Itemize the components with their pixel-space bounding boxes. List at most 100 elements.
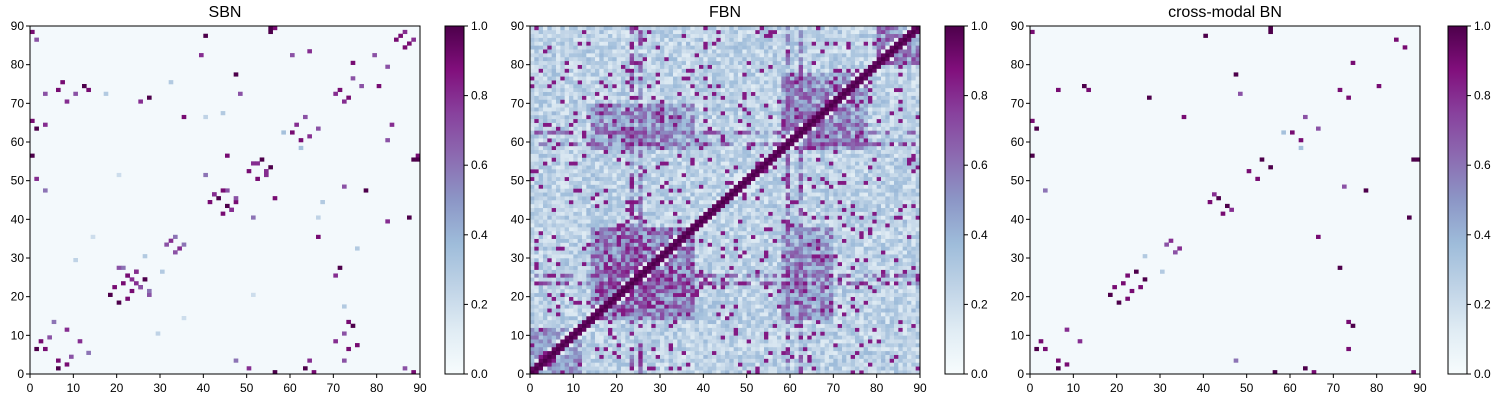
heatmap-cell xyxy=(751,165,756,170)
heatmap-cell xyxy=(543,261,548,267)
heatmap-cell xyxy=(333,339,338,344)
heatmap-cell xyxy=(556,157,561,162)
heatmap-cell xyxy=(746,346,752,352)
heatmap-cell xyxy=(603,273,609,278)
heatmap-cell xyxy=(716,215,721,220)
heatmap-cell xyxy=(755,331,760,336)
heatmap-cell xyxy=(530,346,535,352)
y-tick-label: 30 xyxy=(11,251,25,265)
heatmap-cell xyxy=(755,304,760,309)
heatmap-cell xyxy=(720,64,726,69)
heatmap-cell xyxy=(551,261,557,267)
heatmap-cell xyxy=(712,285,717,290)
heatmap-cell xyxy=(725,196,730,201)
heatmap-cell xyxy=(551,238,557,243)
heatmap-cell xyxy=(621,358,626,363)
heatmap-cell xyxy=(564,350,570,355)
heatmap-cell xyxy=(677,196,682,201)
heatmap-cell xyxy=(690,153,695,158)
heatmap-cell xyxy=(690,114,695,120)
heatmap-cell xyxy=(651,269,656,274)
heatmap-cell xyxy=(660,118,665,123)
heatmap-cell xyxy=(686,172,691,178)
heatmap-cell xyxy=(608,49,613,54)
heatmap-cell xyxy=(603,366,609,371)
heatmap-cell xyxy=(573,41,578,46)
heatmap-cell xyxy=(608,26,613,31)
heatmap-cell xyxy=(551,254,557,259)
heatmap-cell xyxy=(573,300,578,305)
heatmap-cell xyxy=(725,26,730,31)
heatmap-cell xyxy=(612,41,617,46)
heatmap-cell xyxy=(586,300,591,305)
heatmap-cell xyxy=(755,254,760,259)
heatmap-cell xyxy=(530,285,535,290)
heatmap-cell xyxy=(534,234,539,239)
heatmap-cell xyxy=(755,215,760,220)
heatmap-cell xyxy=(751,223,756,228)
heatmap-cell xyxy=(746,176,752,181)
heatmap-cell xyxy=(586,254,591,259)
heatmap-cell xyxy=(569,350,574,355)
heatmap-cell xyxy=(599,91,604,96)
heatmap-cell xyxy=(660,242,665,247)
heatmap-cell xyxy=(694,292,700,297)
heatmap-cell xyxy=(673,130,678,135)
heatmap-cell xyxy=(733,366,739,371)
heatmap-cell xyxy=(298,145,304,151)
heatmap-cell xyxy=(616,354,622,359)
heatmap-cell xyxy=(664,149,669,154)
heatmap-cell xyxy=(534,87,539,93)
heatmap-cell xyxy=(712,60,717,65)
heatmap-cell xyxy=(543,111,548,116)
heatmap-cell xyxy=(699,238,704,243)
heatmap-cell xyxy=(668,134,674,139)
heatmap-cell xyxy=(751,362,756,367)
heatmap-cell xyxy=(599,60,604,65)
heatmap-cell xyxy=(699,319,704,325)
heatmap-cell xyxy=(634,33,639,38)
heatmap-cell xyxy=(681,169,687,174)
heatmap-cell xyxy=(686,281,691,286)
heatmap-cell xyxy=(621,180,626,185)
heatmap-cell xyxy=(599,207,604,212)
heatmap-cell xyxy=(720,149,726,154)
heatmap-cell xyxy=(582,60,587,65)
heatmap-cell xyxy=(699,72,704,77)
heatmap-cell xyxy=(720,192,726,197)
heatmap-cell xyxy=(586,169,591,174)
heatmap-cell xyxy=(586,304,591,309)
heatmap-cell xyxy=(608,254,613,259)
heatmap-cell xyxy=(694,346,700,352)
heatmap-cell xyxy=(586,126,591,131)
heatmap-cell xyxy=(664,331,669,336)
heatmap-cell xyxy=(612,26,617,31)
heatmap-cell xyxy=(538,49,544,54)
heatmap-cell xyxy=(616,26,622,31)
heatmap-cell xyxy=(625,288,630,294)
heatmap-cell xyxy=(668,354,674,359)
heatmap-cell xyxy=(603,265,609,270)
heatmap-cell xyxy=(642,261,648,267)
heatmap-cell xyxy=(755,114,760,120)
heatmap-cell xyxy=(577,188,583,193)
heatmap-cell xyxy=(595,107,600,112)
heatmap-cell xyxy=(651,114,656,120)
heatmap-cell xyxy=(560,180,565,185)
heatmap-cell xyxy=(707,138,713,143)
heatmap-cell xyxy=(707,80,713,85)
heatmap-cell xyxy=(582,366,587,371)
heatmap-cell xyxy=(668,219,674,224)
heatmap-cell xyxy=(560,60,565,65)
heatmap-cell xyxy=(651,312,656,317)
heatmap-cell xyxy=(707,211,713,216)
heatmap-cell xyxy=(595,114,600,120)
heatmap-cell xyxy=(746,184,752,189)
heatmap-cell xyxy=(612,354,617,359)
heatmap-cell xyxy=(560,196,565,201)
heatmap-cell xyxy=(733,288,739,294)
heatmap-cell xyxy=(608,95,613,100)
heatmap-cell xyxy=(755,41,760,46)
heatmap-cell xyxy=(642,242,648,247)
heatmap-cell xyxy=(673,26,678,31)
